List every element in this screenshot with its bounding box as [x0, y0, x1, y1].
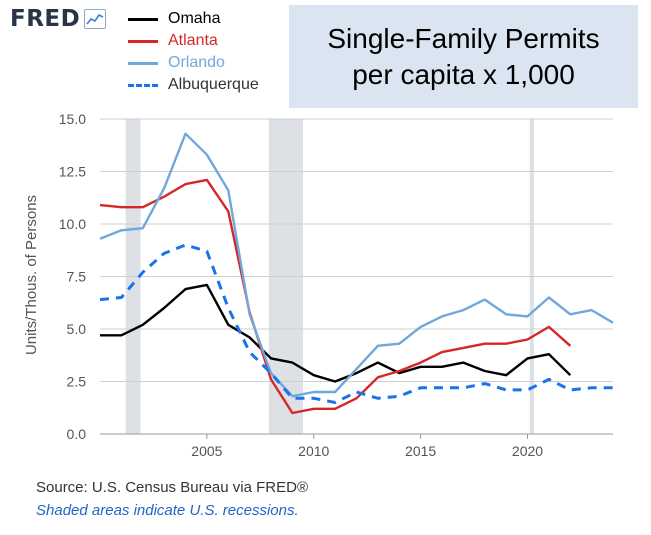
legend-label-albuquerque: Albuquerque	[168, 76, 259, 93]
chart-title-line-2: per capita x 1,000	[352, 58, 575, 90]
grid-lines	[100, 118, 613, 435]
legend-label-atlanta: Atlanta	[168, 32, 218, 49]
x-tick-label: 2005	[191, 443, 222, 459]
source-note: Source: U.S. Census Bureau via FRED®	[36, 479, 308, 496]
legend-item-orlando: Orlando	[128, 52, 259, 74]
series-line-omaha	[100, 283, 572, 383]
legend-swatch-omaha	[128, 17, 158, 21]
recession-note: Shaded areas indicate U.S. recessions.	[36, 502, 299, 519]
series-line-albuquerque	[99, 243, 613, 404]
legend-label-orlando: Orlando	[168, 54, 225, 71]
y-tick-label: 2.5	[67, 374, 87, 390]
line-chart-icon	[84, 9, 107, 29]
y-tick-label: 5.0	[67, 321, 87, 337]
y-tick-label: 0.0	[67, 426, 87, 442]
x-tick-label: 2020	[512, 443, 543, 459]
y-tick-label: 12.5	[59, 164, 86, 180]
legend-swatch-albuquerque	[128, 83, 158, 87]
series-line-orlando	[99, 132, 614, 398]
x-axis-ticks: 2005 2010 2015 2020	[191, 434, 543, 459]
y-tick-label: 15.0	[59, 111, 86, 127]
fred-logo[interactable]: FRED	[10, 6, 107, 32]
y-axis-ticks: 0.0 2.5 5.0 7.5 10.0 12.5 15.0	[59, 111, 86, 442]
y-tick-label: 10.0	[59, 216, 86, 232]
legend-item-atlanta: Atlanta	[128, 30, 259, 52]
y-axis-label: Units/Thous. of Persons	[23, 195, 40, 355]
x-tick-label: 2015	[405, 443, 436, 459]
series-lines	[99, 132, 614, 415]
series-line-atlanta	[99, 178, 572, 415]
chart-title-line-1: Single-Family Permits	[327, 22, 600, 54]
fred-wordmark: FRED	[10, 6, 81, 32]
legend-label-omaha: Omaha	[168, 10, 221, 27]
legend: Omaha Atlanta Orlando Albuquerque	[128, 8, 259, 96]
legend-swatch-orlando	[128, 61, 158, 65]
y-tick-label: 7.5	[67, 269, 87, 285]
chart-title: Single-Family Permits per capita x 1,000	[289, 5, 638, 108]
legend-item-albuquerque: Albuquerque	[128, 74, 259, 96]
legend-swatch-atlanta	[128, 39, 158, 43]
x-tick-label: 2010	[298, 443, 329, 459]
legend-item-omaha: Omaha	[128, 8, 259, 30]
